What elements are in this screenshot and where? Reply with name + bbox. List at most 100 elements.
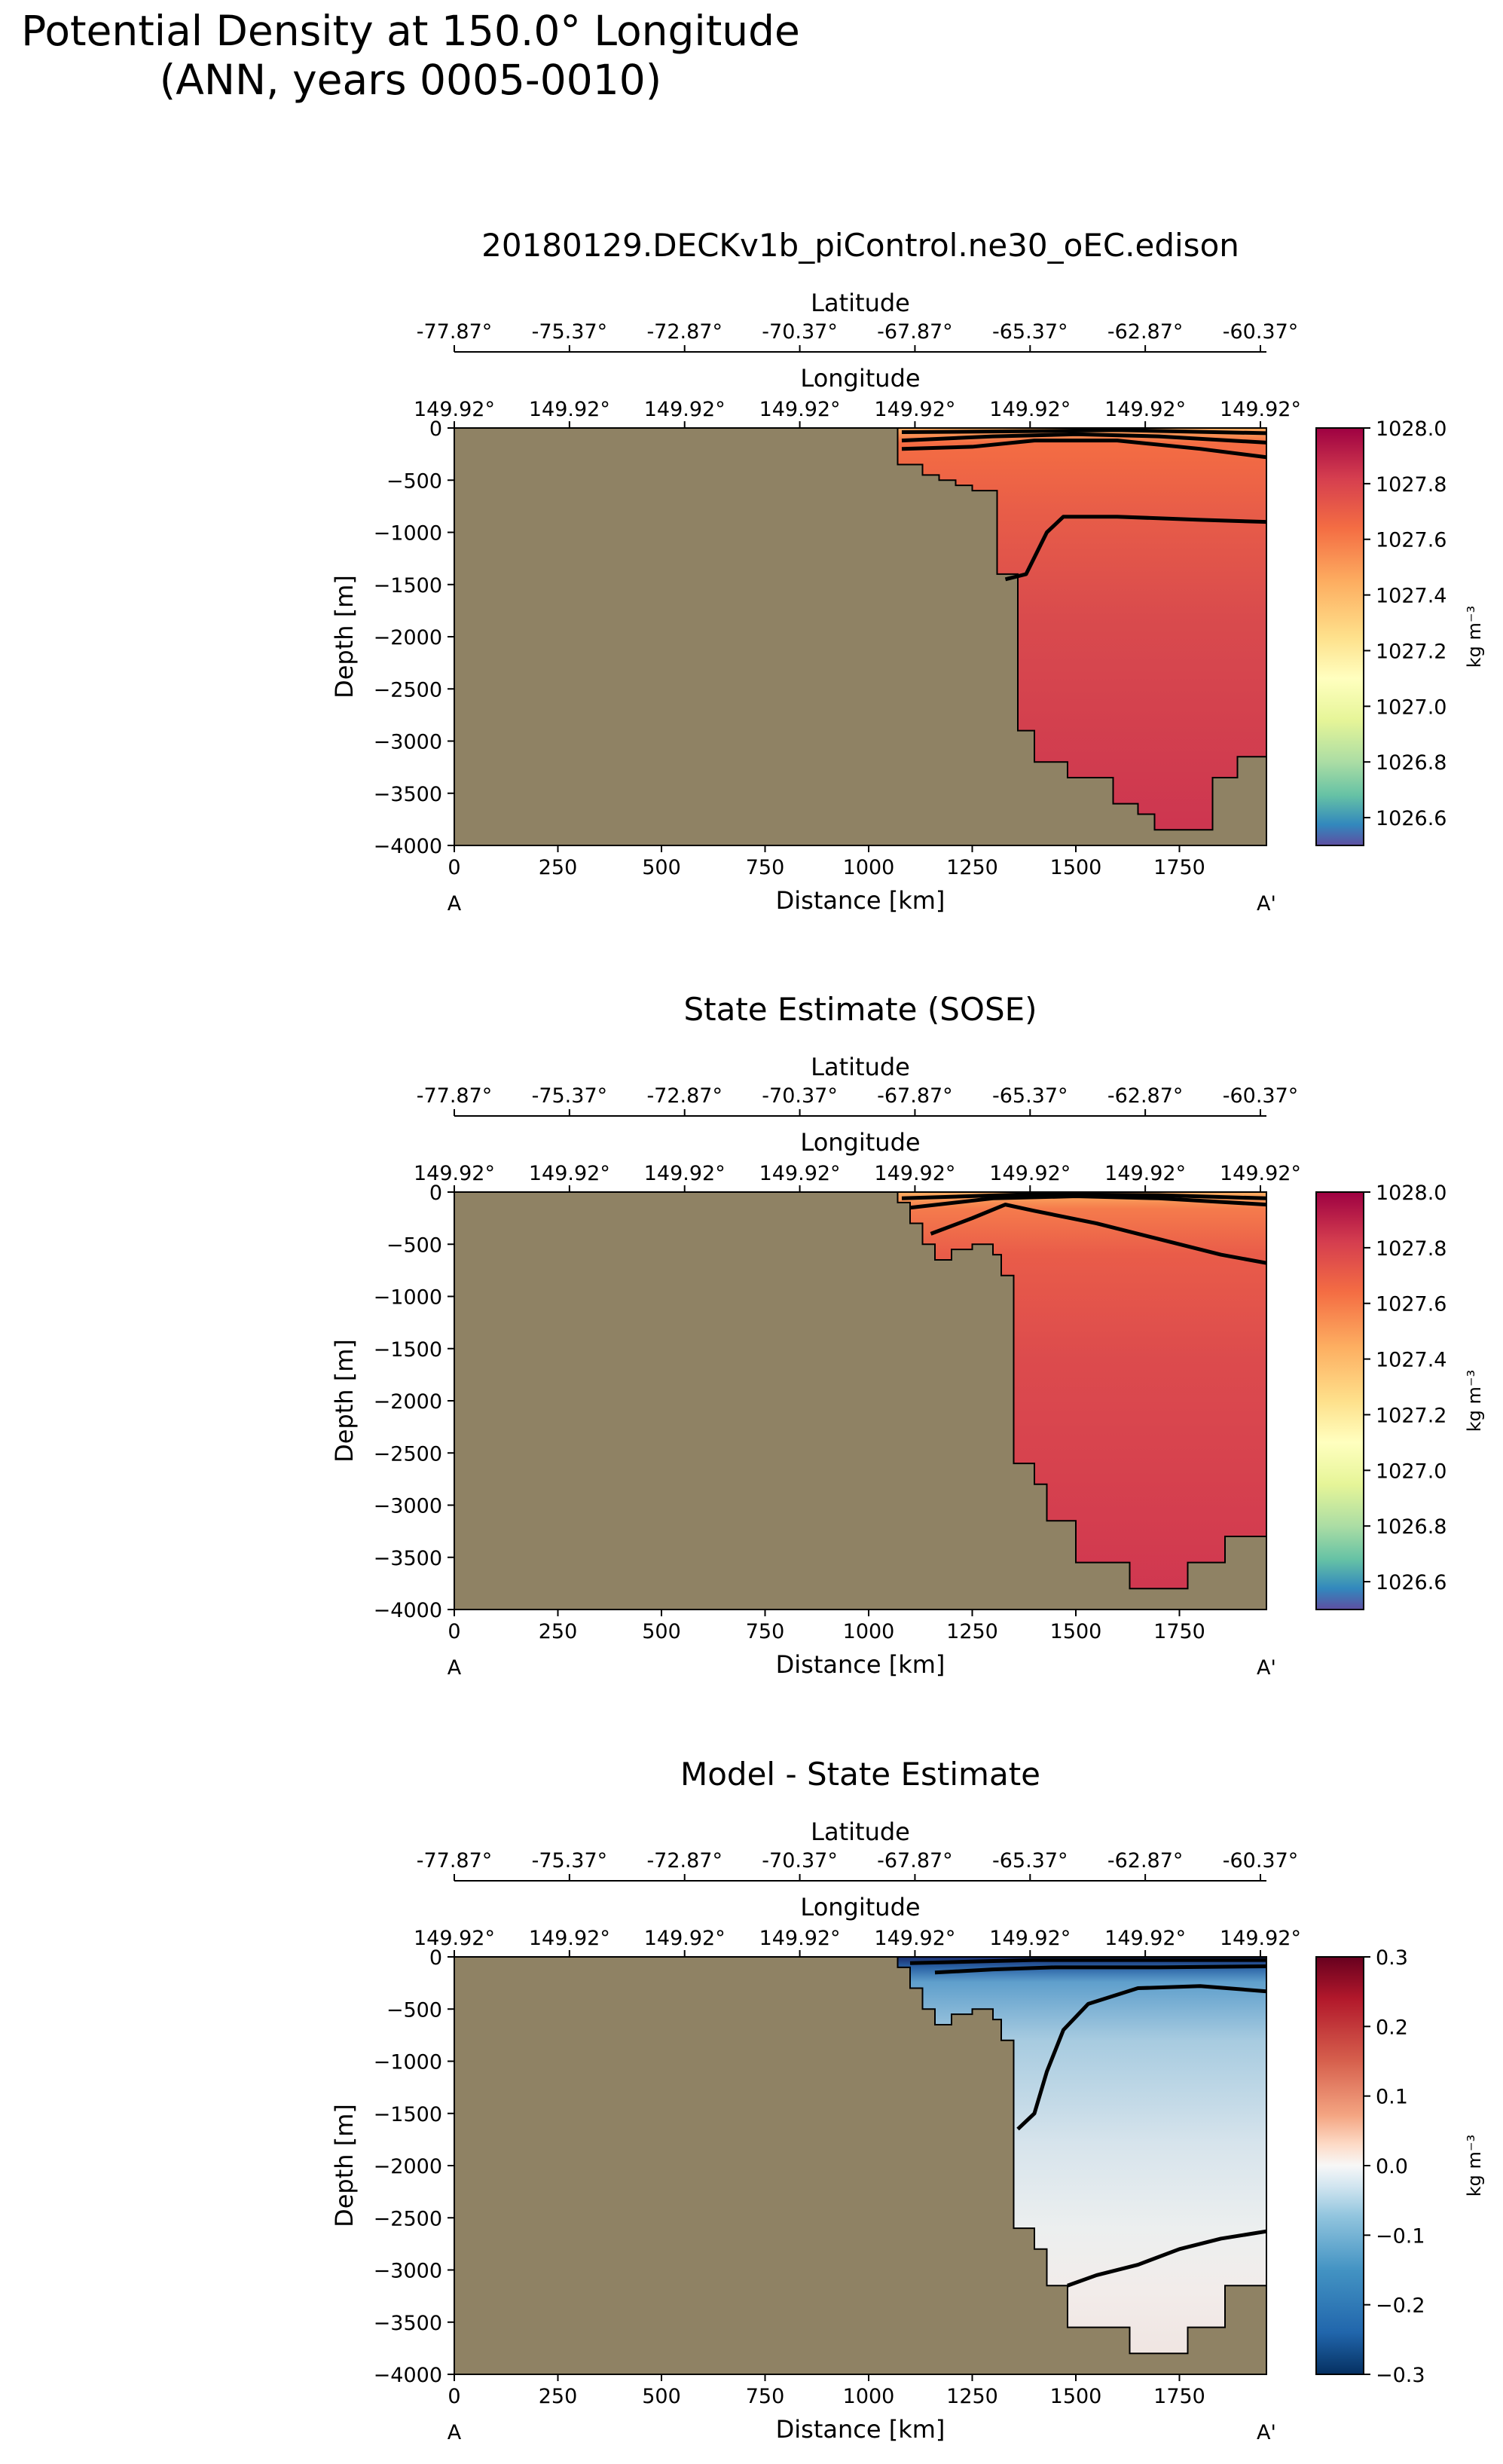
colorbar-tick-label: −0.1 — [1376, 2224, 1425, 2248]
colorbar-tick-label: 1028.0 — [1376, 1182, 1446, 1205]
lat-tick-label: -72.87° — [646, 1849, 722, 1872]
lon-tick-label: 149.92° — [759, 1927, 841, 1950]
top-axis-latitude-label: Latitude — [811, 289, 910, 317]
colorbar-tick-label: 1026.8 — [1376, 1515, 1446, 1539]
colorbar-label: kg m⁻³ — [1464, 606, 1485, 668]
colorbar-tick-label: 1027.2 — [1376, 640, 1446, 663]
x-tick-label: 1250 — [946, 2385, 998, 2408]
lon-tick-label: 149.92° — [1220, 398, 1301, 421]
contour-line — [1004, 515, 1266, 582]
colorbar-tick-label: −0.3 — [1376, 2364, 1425, 2387]
top-axis-longitude-label: Longitude — [800, 1128, 920, 1157]
section-start-label: A — [448, 1656, 462, 1680]
x-tick-label: 1750 — [1153, 1620, 1205, 1643]
y-tick-label: −2000 — [374, 2155, 442, 2178]
lat-tick-label: -67.87° — [877, 320, 953, 344]
y-tick-label: −3000 — [374, 2260, 442, 2283]
x-tick-label: 250 — [539, 1620, 578, 1643]
y-tick-label: −4000 — [374, 2364, 442, 2387]
y-tick-label: −3000 — [374, 1495, 442, 1518]
bathymetry-outline — [454, 428, 1266, 831]
chart-title: 20180129.DECKv1b_piControl.ne30_oEC.edis… — [481, 227, 1239, 264]
lon-tick-label: 149.92° — [644, 1927, 726, 1950]
x-tick-label: 250 — [539, 2385, 578, 2408]
x-tick-label: 500 — [642, 2385, 681, 2408]
x-tick-label: 1000 — [843, 1620, 895, 1643]
lat-tick-label: -77.87° — [417, 320, 493, 344]
suptitle-line1: Potential Density at 150.0° Longitude — [21, 7, 800, 55]
y-tick-label: −1000 — [374, 1286, 442, 1310]
x-tick-label: 750 — [746, 1620, 785, 1643]
x-tick-label: 1750 — [1153, 856, 1205, 879]
colorbar-tick-label: 1027.8 — [1376, 1237, 1446, 1261]
plot-area — [454, 428, 1266, 845]
lon-tick-label: 149.92° — [529, 398, 610, 421]
colorbar-tick-label: 0.0 — [1376, 2155, 1408, 2178]
colorbar — [1315, 1191, 1364, 1610]
y-tick-label: −2500 — [374, 1442, 442, 1466]
lon-tick-label: 149.92° — [989, 1927, 1071, 1950]
lon-tick-label: 149.92° — [644, 1162, 726, 1185]
contour-line — [930, 1203, 1266, 1265]
colorbar-tick-label: 1027.6 — [1376, 529, 1446, 552]
y-tick-label: −1500 — [374, 1338, 442, 1362]
colorbar-tick-label: 1027.0 — [1376, 695, 1446, 719]
chart-title: State Estimate (SOSE) — [683, 991, 1037, 1028]
lat-tick-label: -60.37° — [1223, 1849, 1299, 1872]
land-mask — [454, 1192, 1266, 1610]
x-tick-label: 1750 — [1153, 2385, 1205, 2408]
colorbar — [1315, 427, 1364, 846]
lat-tick-label: -77.87° — [417, 1084, 493, 1108]
contour-line — [901, 432, 1266, 445]
lon-tick-label: 149.92° — [1104, 398, 1186, 421]
x-axis-label: Distance [km] — [776, 1650, 945, 1679]
section-start-label: A — [448, 892, 462, 916]
lon-tick-label: 149.92° — [989, 1162, 1071, 1185]
y-tick-label: −4000 — [374, 1599, 442, 1622]
lon-tick-label: 149.92° — [529, 1162, 610, 1185]
chart-title: Model - State Estimate — [680, 1756, 1040, 1793]
y-tick-label: 0 — [429, 417, 442, 441]
colorbar-tick-label: 0.2 — [1376, 2016, 1408, 2039]
colorbar-tick-label: 1027.4 — [1376, 585, 1446, 608]
colorbar — [1315, 1956, 1364, 2375]
lat-tick-label: -70.37° — [762, 1084, 838, 1108]
x-tick-label: 1000 — [843, 856, 895, 879]
section-end-label: A' — [1257, 1656, 1276, 1680]
lat-tick-label: -62.87° — [1107, 1849, 1184, 1872]
x-tick-label: 0 — [448, 1620, 460, 1643]
contour-line — [909, 1958, 1266, 1965]
colorbar-tick-label: 0.1 — [1376, 2086, 1408, 2109]
lon-tick-label: 149.92° — [874, 1927, 955, 1950]
y-tick-label: −1000 — [374, 522, 442, 546]
lat-tick-label: -70.37° — [762, 320, 838, 344]
section-start-label: A — [448, 2421, 462, 2444]
lon-tick-label: 149.92° — [1220, 1927, 1301, 1950]
colorbar-tick-label: 1027.6 — [1376, 1293, 1446, 1316]
colorbar-tick-label: 1027.0 — [1376, 1460, 1446, 1483]
chart-panel-1: 20180129.DECKv1b_piControl.ne30_oEC.edis… — [330, 227, 1485, 916]
colorbar-label: kg m⁻³ — [1464, 2135, 1485, 2197]
lat-tick-label: -72.87° — [646, 1084, 722, 1108]
colorbar-tick-label: 1027.2 — [1376, 1404, 1446, 1427]
y-axis-label: Depth [m] — [330, 575, 359, 699]
lat-tick-label: -67.87° — [877, 1849, 953, 1872]
x-tick-label: 1500 — [1050, 1620, 1102, 1643]
suptitle-line2: (ANN, years 0005-0010) — [160, 56, 661, 104]
colorbar-tick-label: 1026.6 — [1376, 1571, 1446, 1594]
y-tick-label: −3500 — [374, 783, 442, 806]
lat-tick-label: -70.37° — [762, 1849, 838, 1872]
y-axis-label: Depth [m] — [330, 1339, 359, 1463]
colorbar-tick-label: 1026.6 — [1376, 807, 1446, 830]
lat-tick-label: -75.37° — [532, 1084, 608, 1108]
lon-tick-label: 149.92° — [759, 398, 841, 421]
x-tick-label: 750 — [746, 856, 785, 879]
contour-line — [934, 1964, 1266, 1975]
lon-tick-label: 149.92° — [1104, 1162, 1186, 1185]
lat-tick-label: -60.37° — [1223, 320, 1299, 344]
lon-tick-label: 149.92° — [414, 398, 495, 421]
lon-tick-label: 149.92° — [1220, 1162, 1301, 1185]
x-tick-label: 1500 — [1050, 2385, 1102, 2408]
x-tick-label: 0 — [448, 856, 460, 879]
colorbar-tick-label: 1026.8 — [1376, 751, 1446, 775]
